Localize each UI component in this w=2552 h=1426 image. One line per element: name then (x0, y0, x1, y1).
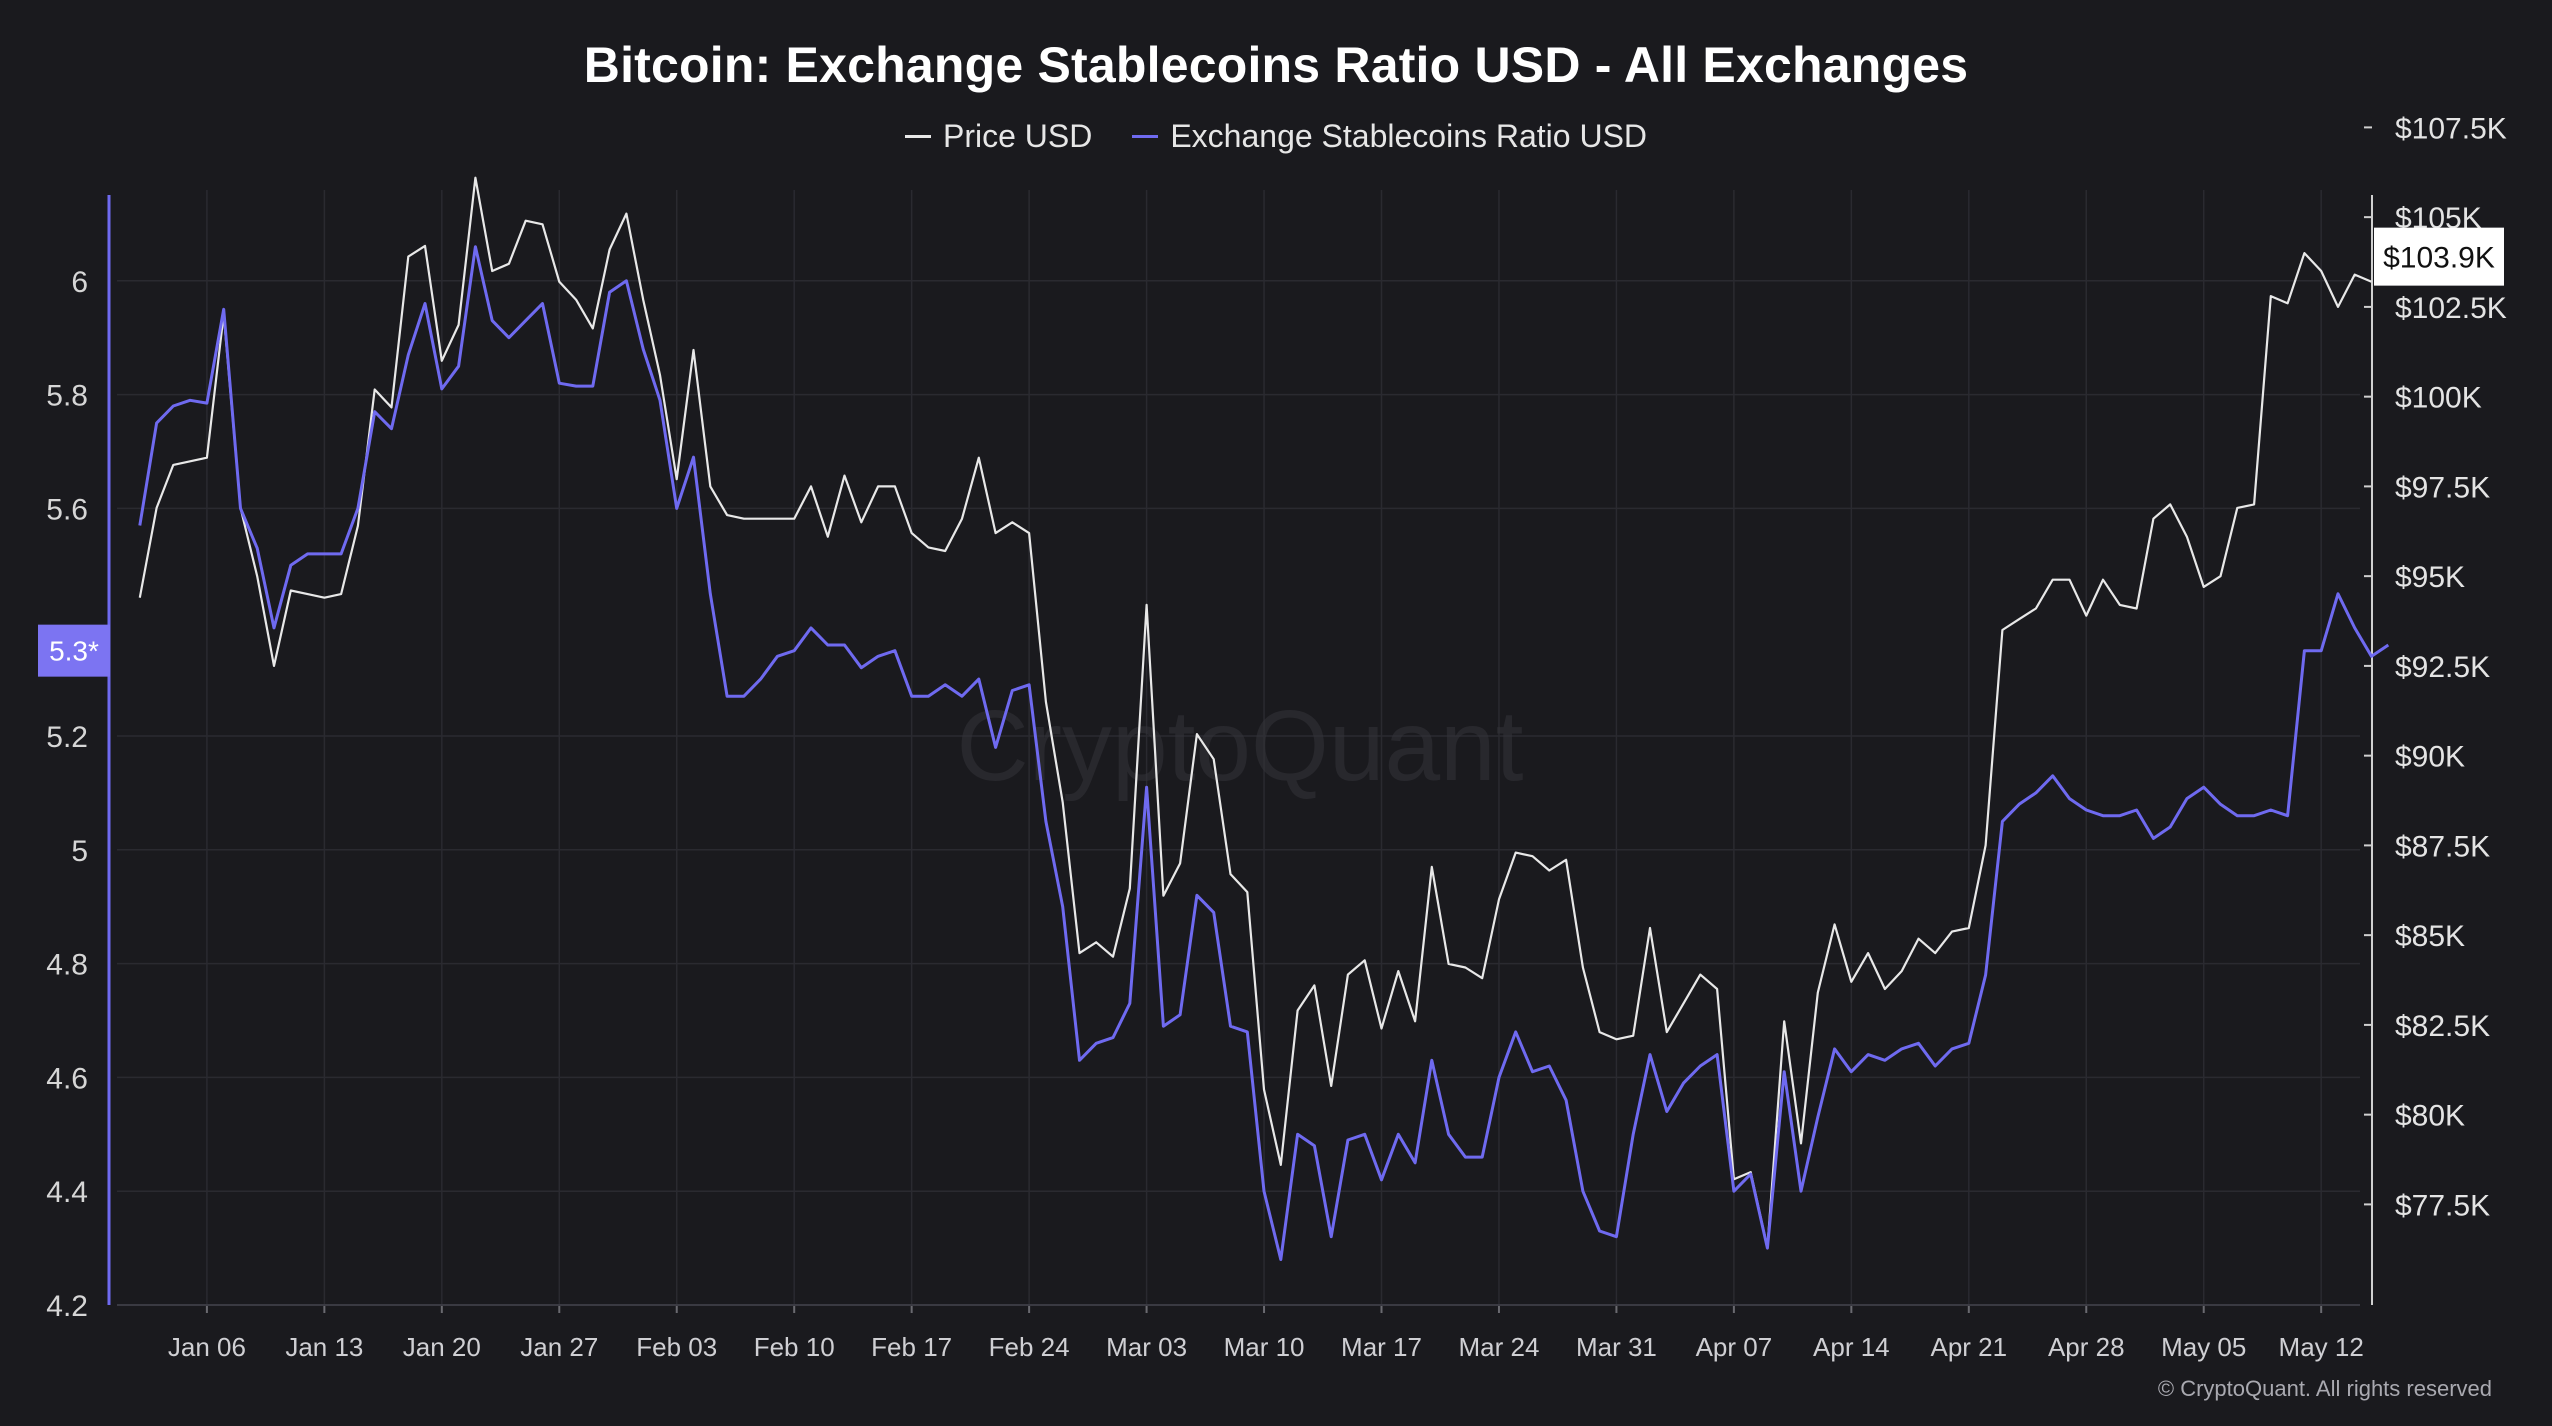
x-tick-label: Apr 07 (1696, 1332, 1773, 1362)
left-axis: 4.2 4.4 4.6 4.8 5 5.2 5.6 5.8 6 (46, 195, 111, 1323)
x-tick-label: Feb 10 (754, 1332, 835, 1362)
x-tick-label: Feb 03 (636, 1332, 717, 1362)
left-tick-label: 5.6 (46, 493, 88, 526)
x-tick-label: Feb 17 (871, 1332, 952, 1362)
right-current-badge (2374, 227, 2504, 286)
right-tick-label: $102.5K (2395, 292, 2507, 325)
x-axis: Jan 06 Jan 13 Jan 20 Jan 27 Feb 03 Feb 10 Feb … (117, 1304, 2364, 1362)
right-current-label: $103.9K (2383, 242, 2495, 275)
x-tick-label: Jan 20 (403, 1332, 481, 1362)
legend-item-ratio[interactable]: Exchange Stablecoins Ratio USD (1132, 118, 1647, 155)
x-tick-label: Jan 13 (285, 1332, 363, 1362)
right-axis: $77.5K $80K $82.5K $85K $87.5K $90K $92.5K $95K… (2364, 112, 2507, 1305)
x-tick-label: Jan 06 (168, 1332, 246, 1362)
right-tick-label: $85K (2395, 920, 2465, 953)
current-value-badges: 5.3* $103.9K (38, 227, 2504, 677)
left-tick-label: 4.2 (46, 1290, 88, 1323)
x-tick-label: Jan 27 (520, 1332, 598, 1362)
right-tick-label: $107.5K (2395, 112, 2507, 145)
legend-label-price: Price USD (942, 118, 1093, 154)
x-tick-label: Feb 24 (989, 1332, 1070, 1362)
x-tick-label: Mar 03 (1106, 1332, 1187, 1362)
x-tick-label: Mar 24 (1458, 1332, 1539, 1362)
right-tick-label: $97.5K (2395, 471, 2490, 504)
right-tick-label: $87.5K (2395, 830, 2490, 863)
chart-title: Bitcoin: Exchange Stablecoins Ratio USD … (583, 37, 1969, 93)
watermark: CryptoQuant (957, 690, 1524, 802)
right-tick-label: $92.5K (2395, 651, 2490, 684)
right-tick-label: $77.5K (2395, 1189, 2490, 1222)
legend-swatch-price (904, 135, 931, 138)
x-tick-label: May 12 (2279, 1332, 2364, 1362)
left-tick-label: 4.4 (46, 1176, 88, 1209)
x-tick-label: Apr 28 (2048, 1332, 2125, 1362)
x-tick-label: Mar 17 (1341, 1332, 1422, 1362)
right-tick-label: $95K (2395, 561, 2465, 594)
series-line-ratio (138, 245, 2390, 1261)
right-tick-label: $80K (2395, 1100, 2465, 1133)
series-line-price (138, 176, 2372, 1249)
legend-swatch-ratio (1132, 135, 1159, 138)
series-layer (138, 176, 2390, 1261)
right-tick-label: $82.5K (2395, 1010, 2490, 1043)
x-tick-label: Apr 21 (1930, 1332, 2007, 1362)
x-tick-label: Mar 31 (1576, 1332, 1657, 1362)
left-tick-label: 5.2 (46, 721, 88, 754)
left-tick-label: 5 (71, 835, 88, 868)
legend-item-price[interactable]: Price USD (904, 118, 1093, 155)
right-tick-label: $100K (2395, 382, 2482, 415)
legend-label-ratio: Exchange Stablecoins Ratio USD (1170, 118, 1648, 154)
left-current-label: 5.3* (49, 636, 99, 667)
copyright-text: © CryptoQuant. All rights reserved (2157, 1376, 2492, 1401)
x-tick-label: May 05 (2161, 1332, 2246, 1362)
left-tick-label: 6 (71, 266, 88, 299)
legend: Price USD Exchange Stablecoins Ratio USD (0, 118, 2552, 155)
left-tick-label: 5.8 (46, 380, 88, 413)
left-current-badge (38, 624, 110, 677)
right-tick-label: $90K (2395, 741, 2465, 774)
x-tick-label: Apr 14 (1813, 1332, 1890, 1362)
left-tick-label: 4.8 (46, 949, 88, 982)
left-tick-label: 4.6 (46, 1062, 88, 1095)
x-tick-label: Mar 10 (1224, 1332, 1305, 1362)
grid-lines (117, 190, 2360, 1306)
